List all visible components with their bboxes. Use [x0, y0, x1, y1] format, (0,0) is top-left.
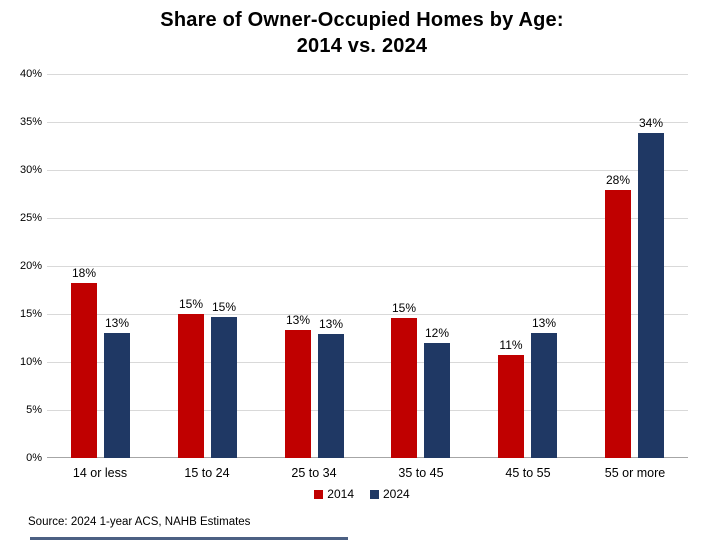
bar-value-label: 15%	[178, 297, 204, 311]
bar-value-label: 13%	[318, 317, 344, 331]
x-axis-line	[47, 457, 688, 458]
bar-value-label: 15%	[211, 300, 237, 314]
y-tick-label: 40%	[19, 68, 42, 80]
y-tick-label: 10%	[19, 356, 42, 368]
bar-2014-25-to-34	[285, 330, 311, 458]
y-tick-label: 15%	[19, 308, 42, 320]
gridline	[47, 74, 688, 75]
bar-value-label: 11%	[499, 338, 523, 352]
bar-value-label: 12%	[424, 326, 450, 340]
x-category-label: 14 or less	[72, 466, 128, 480]
gridline	[47, 362, 688, 363]
x-category-label: 25 to 34	[291, 466, 337, 480]
bar-value-label: 28%	[605, 173, 631, 187]
source-note: Source: 2024 1-year ACS, NAHB Estimates	[28, 516, 251, 528]
bar-2024-14-or-less	[104, 333, 130, 458]
bar-value-label: 13%	[104, 316, 130, 330]
bar-2024-35-to-45	[424, 343, 450, 458]
gridline	[47, 410, 688, 411]
bar-value-label: 18%	[71, 266, 97, 280]
gridline	[47, 122, 688, 123]
y-tick-label: 20%	[19, 260, 42, 272]
bar-value-label: 34%	[638, 116, 664, 130]
gridline	[47, 266, 688, 267]
legend-label: 2014	[327, 487, 354, 501]
y-tick-label: 5%	[26, 404, 42, 416]
bar-2014-55-or-more	[605, 190, 631, 458]
bar-2024-15-to-24	[211, 317, 237, 458]
legend-label: 2024	[383, 487, 410, 501]
y-tick-label: 0%	[26, 452, 42, 464]
gridline	[47, 218, 688, 219]
bar-2024-55-or-more	[638, 133, 664, 458]
bar-2014-14-or-less	[71, 283, 97, 458]
legend-item-2024: 2024	[370, 487, 410, 501]
footer-strip	[30, 537, 348, 540]
x-category-label: 35 to 45	[398, 466, 444, 480]
bar-value-label: 15%	[391, 301, 417, 315]
y-tick-label: 30%	[19, 164, 42, 176]
bar-2024-45-to-55	[531, 333, 557, 458]
legend-item-2014: 2014	[314, 487, 354, 501]
bar-2024-25-to-34	[318, 334, 344, 458]
bar-2014-15-to-24	[178, 314, 204, 458]
bar-2014-35-to-45	[391, 318, 417, 458]
x-category-label: 45 to 55	[505, 466, 551, 480]
gridline	[47, 314, 688, 315]
x-category-label: 55 or more	[604, 466, 666, 480]
gridline	[47, 170, 688, 171]
y-tick-label: 35%	[19, 116, 42, 128]
legend-swatch-2014	[314, 489, 324, 499]
plot-area: 18% 13% 15% 15% 13% 13% 15% 12% 11% 13% 28% 34%	[47, 74, 688, 458]
legend-swatch-2024	[370, 489, 379, 499]
chart-legend: 2014 2024	[0, 487, 724, 501]
x-category-label: 15 to 24	[184, 466, 230, 480]
chart-title: Share of Owner-Occupied Homes by Age: 20…	[160, 9, 564, 58]
bar-2014-45-to-55	[498, 355, 524, 458]
y-tick-label: 25%	[19, 212, 42, 224]
bar-value-label: 13%	[531, 316, 557, 330]
bar-value-label: 13%	[285, 313, 311, 327]
